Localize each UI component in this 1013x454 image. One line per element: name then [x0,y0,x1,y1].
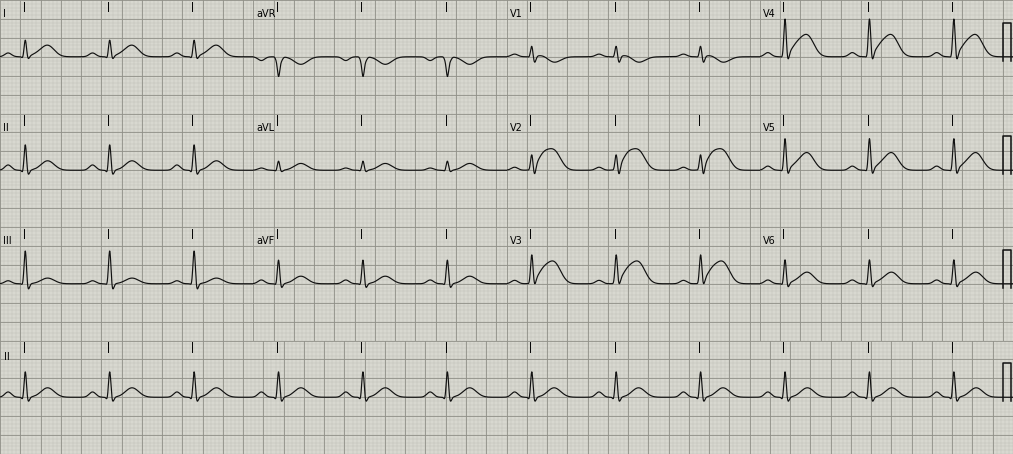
Text: V2: V2 [510,123,523,133]
Text: V6: V6 [763,236,776,246]
Text: aVL: aVL [256,123,275,133]
Text: V1: V1 [510,9,523,19]
Text: II: II [3,123,9,133]
Text: V3: V3 [510,236,523,246]
Text: aVR: aVR [256,9,276,19]
Text: aVF: aVF [256,236,275,246]
Text: II: II [4,352,10,362]
Text: V4: V4 [763,9,776,19]
Text: V5: V5 [763,123,776,133]
Text: III: III [3,236,12,246]
Text: I: I [3,9,6,19]
